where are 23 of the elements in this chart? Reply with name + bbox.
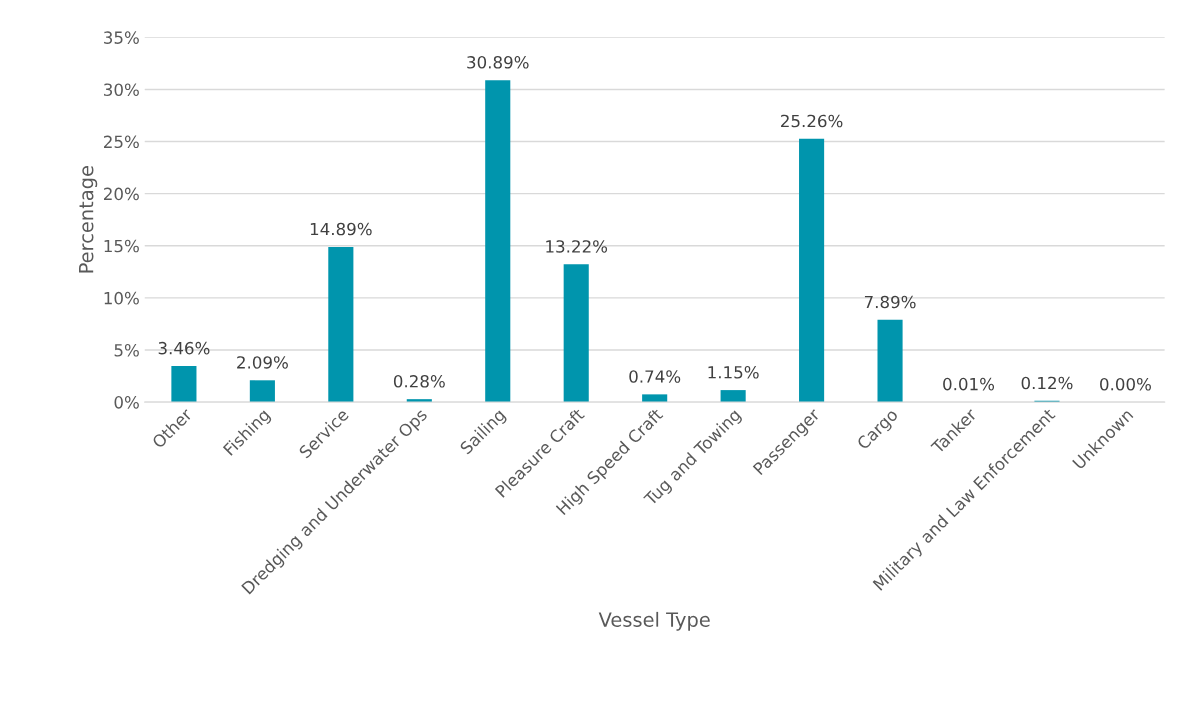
data-label: 30.89% — [467, 56, 529, 69]
data-label: 0.00% — [1100, 377, 1151, 391]
y-axis-title: Percentage — [79, 166, 98, 273]
y-tick-label: 15% — [104, 239, 139, 253]
y-tick-label: 0% — [114, 396, 139, 409]
data-label: 0.74% — [629, 370, 681, 383]
y-tick-label: 20% — [104, 187, 139, 201]
y-tick-label: 5% — [114, 343, 139, 357]
y-tick-label: 30% — [104, 83, 139, 97]
data-label: 13.22% — [546, 240, 608, 253]
data-label: 3.46% — [158, 341, 210, 355]
data-label: 2.09% — [237, 356, 288, 369]
data-label: 25.26% — [781, 114, 843, 128]
data-label: 7.89% — [864, 295, 916, 309]
data-label: 1.15% — [708, 365, 759, 379]
data-label: 14.89% — [310, 222, 372, 236]
y-tick-label: 35% — [104, 31, 139, 44]
y-tick-label: 25% — [104, 135, 139, 149]
y-tick-label: 10% — [104, 291, 139, 305]
data-label: 0.12% — [1021, 376, 1073, 390]
data-label: 0.28% — [393, 374, 445, 388]
x-axis-title: Vessel Type — [598, 611, 710, 631]
data-label: 0.01% — [943, 377, 995, 391]
